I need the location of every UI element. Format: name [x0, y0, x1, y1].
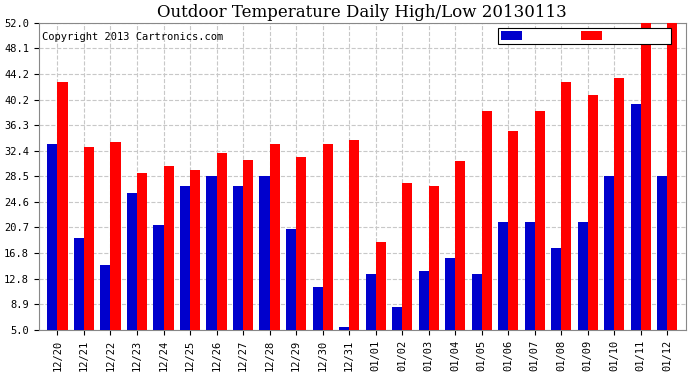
Bar	[498, 222, 509, 330]
Bar	[392, 307, 402, 330]
Bar	[402, 183, 412, 330]
Bar	[323, 144, 333, 330]
Text: Copyright 2013 Cartronics.com: Copyright 2013 Cartronics.com	[42, 32, 224, 42]
Bar	[339, 327, 349, 330]
Title: Outdoor Temperature Daily High/Low 20130113: Outdoor Temperature Daily High/Low 20130…	[157, 4, 567, 21]
Bar	[366, 274, 375, 330]
Bar	[524, 222, 535, 330]
Bar	[286, 229, 296, 330]
Bar	[349, 140, 359, 330]
Bar	[667, 23, 678, 330]
Bar	[190, 170, 200, 330]
Bar	[74, 238, 84, 330]
Bar	[296, 157, 306, 330]
Bar	[614, 78, 624, 330]
Bar	[127, 193, 137, 330]
Bar	[259, 176, 270, 330]
Bar	[57, 81, 68, 330]
Bar	[471, 274, 482, 330]
Bar	[375, 242, 386, 330]
Bar	[631, 104, 641, 330]
Bar	[535, 111, 545, 330]
Bar	[419, 271, 428, 330]
Bar	[551, 248, 561, 330]
Bar	[641, 23, 651, 330]
Bar	[101, 264, 110, 330]
Bar	[578, 222, 588, 330]
Legend: Low  (°F), High  (°F): Low (°F), High (°F)	[498, 28, 671, 44]
Bar	[588, 94, 598, 330]
Bar	[110, 142, 121, 330]
Bar	[84, 147, 94, 330]
Bar	[604, 176, 614, 330]
Bar	[270, 144, 279, 330]
Bar	[164, 166, 174, 330]
Bar	[206, 176, 217, 330]
Bar	[153, 225, 164, 330]
Bar	[48, 144, 57, 330]
Bar	[509, 130, 518, 330]
Bar	[217, 153, 226, 330]
Bar	[482, 111, 492, 330]
Bar	[313, 287, 323, 330]
Bar	[180, 186, 190, 330]
Bar	[445, 258, 455, 330]
Bar	[455, 161, 465, 330]
Bar	[561, 81, 571, 330]
Bar	[243, 160, 253, 330]
Bar	[233, 186, 243, 330]
Bar	[428, 186, 439, 330]
Bar	[657, 176, 667, 330]
Bar	[137, 173, 147, 330]
